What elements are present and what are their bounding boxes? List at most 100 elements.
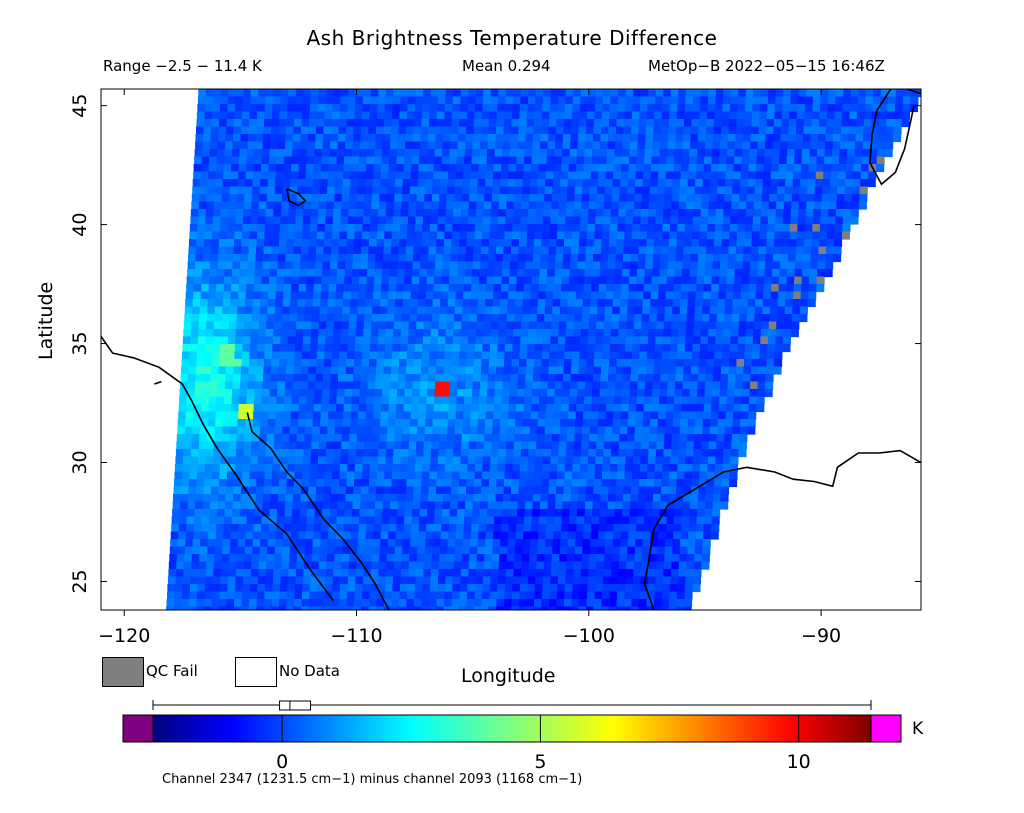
swath-cell bbox=[818, 254, 827, 263]
swath-cell bbox=[529, 186, 538, 195]
swath-cell bbox=[637, 509, 646, 518]
swath-cell bbox=[424, 426, 433, 435]
swath-cell bbox=[612, 179, 621, 188]
swath-cell bbox=[522, 299, 531, 308]
swath-cell bbox=[276, 516, 285, 525]
swath-cell bbox=[409, 306, 418, 315]
swath-cell bbox=[237, 306, 246, 315]
swath-cell bbox=[346, 119, 355, 128]
swath-cell bbox=[347, 344, 356, 353]
swath-cell bbox=[556, 111, 565, 120]
swath-cell bbox=[355, 456, 364, 465]
swath-cell bbox=[759, 224, 768, 233]
swath-cell bbox=[522, 306, 531, 315]
swath-cell bbox=[207, 306, 216, 315]
swath-cell bbox=[526, 351, 535, 360]
swath-cell bbox=[643, 524, 652, 533]
swath-cell bbox=[652, 509, 661, 518]
swath-cell bbox=[510, 501, 519, 510]
swath-cell bbox=[285, 501, 294, 510]
swath-cell bbox=[626, 314, 635, 323]
swath-cell bbox=[729, 119, 738, 128]
swath-cell bbox=[302, 224, 311, 233]
swath-cell bbox=[719, 276, 728, 285]
swath-cell bbox=[345, 141, 354, 150]
swath-cell bbox=[681, 284, 690, 293]
swath-cell bbox=[350, 411, 359, 420]
swath-cell bbox=[290, 411, 299, 420]
swath-cell bbox=[250, 216, 259, 225]
swath-cell bbox=[439, 426, 448, 435]
swath-cell bbox=[185, 291, 194, 300]
swath-cell bbox=[812, 104, 821, 113]
swath-cell bbox=[383, 134, 392, 143]
swath-cell bbox=[437, 224, 446, 233]
swath-cell bbox=[329, 156, 338, 165]
swath-cell bbox=[519, 111, 528, 120]
swath-cell bbox=[595, 329, 604, 338]
swath-cell bbox=[246, 284, 255, 293]
swath-cell bbox=[338, 366, 347, 375]
swath-cell bbox=[640, 216, 649, 225]
swath-cell bbox=[600, 254, 609, 263]
swath-cell bbox=[316, 359, 325, 368]
swath-cell bbox=[309, 359, 318, 368]
swath-cell bbox=[615, 501, 624, 510]
swath-cell bbox=[576, 524, 585, 533]
swath-cell bbox=[603, 449, 612, 458]
swath-cell bbox=[237, 299, 246, 308]
swath-cell bbox=[341, 441, 350, 450]
swath-cell bbox=[368, 246, 377, 255]
swath-cell bbox=[318, 89, 327, 98]
swath-cell bbox=[430, 216, 439, 225]
swath-cell bbox=[480, 501, 489, 510]
swath-cell bbox=[338, 134, 347, 143]
swath-cell bbox=[792, 299, 801, 308]
swath-cell bbox=[673, 411, 682, 420]
swath-cell bbox=[173, 486, 182, 495]
swath-cell bbox=[864, 119, 873, 128]
swath-cell bbox=[697, 509, 706, 518]
swath-cell bbox=[180, 381, 189, 390]
swath-cell bbox=[525, 501, 534, 510]
swath-cell bbox=[237, 419, 246, 428]
swath-cell bbox=[399, 111, 408, 120]
swath-cell bbox=[369, 479, 378, 488]
swath-cell bbox=[339, 231, 348, 240]
swath-cell bbox=[542, 344, 551, 353]
swath-cell bbox=[347, 216, 356, 225]
swath-cell bbox=[421, 366, 430, 375]
swath-cell bbox=[476, 441, 485, 450]
swath-cell bbox=[683, 374, 692, 383]
swath-cell bbox=[344, 149, 353, 158]
swath-cell bbox=[734, 389, 743, 398]
swath-cell bbox=[579, 224, 588, 233]
swath-cell bbox=[407, 224, 416, 233]
swath-cell bbox=[577, 381, 586, 390]
swath-cell bbox=[194, 516, 203, 525]
swath-cell bbox=[593, 254, 602, 263]
swath-cell bbox=[744, 239, 753, 248]
swath-cell bbox=[190, 216, 199, 225]
swath-cell bbox=[460, 336, 469, 345]
swath-cell bbox=[502, 509, 511, 518]
swath-cell bbox=[275, 531, 284, 540]
swath-cell bbox=[325, 89, 334, 98]
swath-cell bbox=[834, 111, 843, 120]
swath-cell bbox=[333, 209, 342, 218]
swath-cell bbox=[316, 366, 325, 375]
swath-cell bbox=[729, 344, 738, 353]
swath-cell bbox=[749, 276, 758, 285]
swath-cell bbox=[671, 441, 680, 450]
swath-cell bbox=[397, 381, 406, 390]
swath-cell bbox=[893, 134, 902, 143]
swath-cell bbox=[693, 89, 702, 98]
swath-cell bbox=[415, 209, 424, 218]
swath-cell bbox=[644, 396, 653, 405]
swath-cell bbox=[600, 501, 609, 510]
swath-cell bbox=[466, 486, 475, 495]
swath-cell bbox=[767, 336, 776, 345]
swath-cell bbox=[728, 246, 737, 255]
swath-cell bbox=[419, 149, 428, 158]
swath-cell bbox=[462, 299, 471, 308]
